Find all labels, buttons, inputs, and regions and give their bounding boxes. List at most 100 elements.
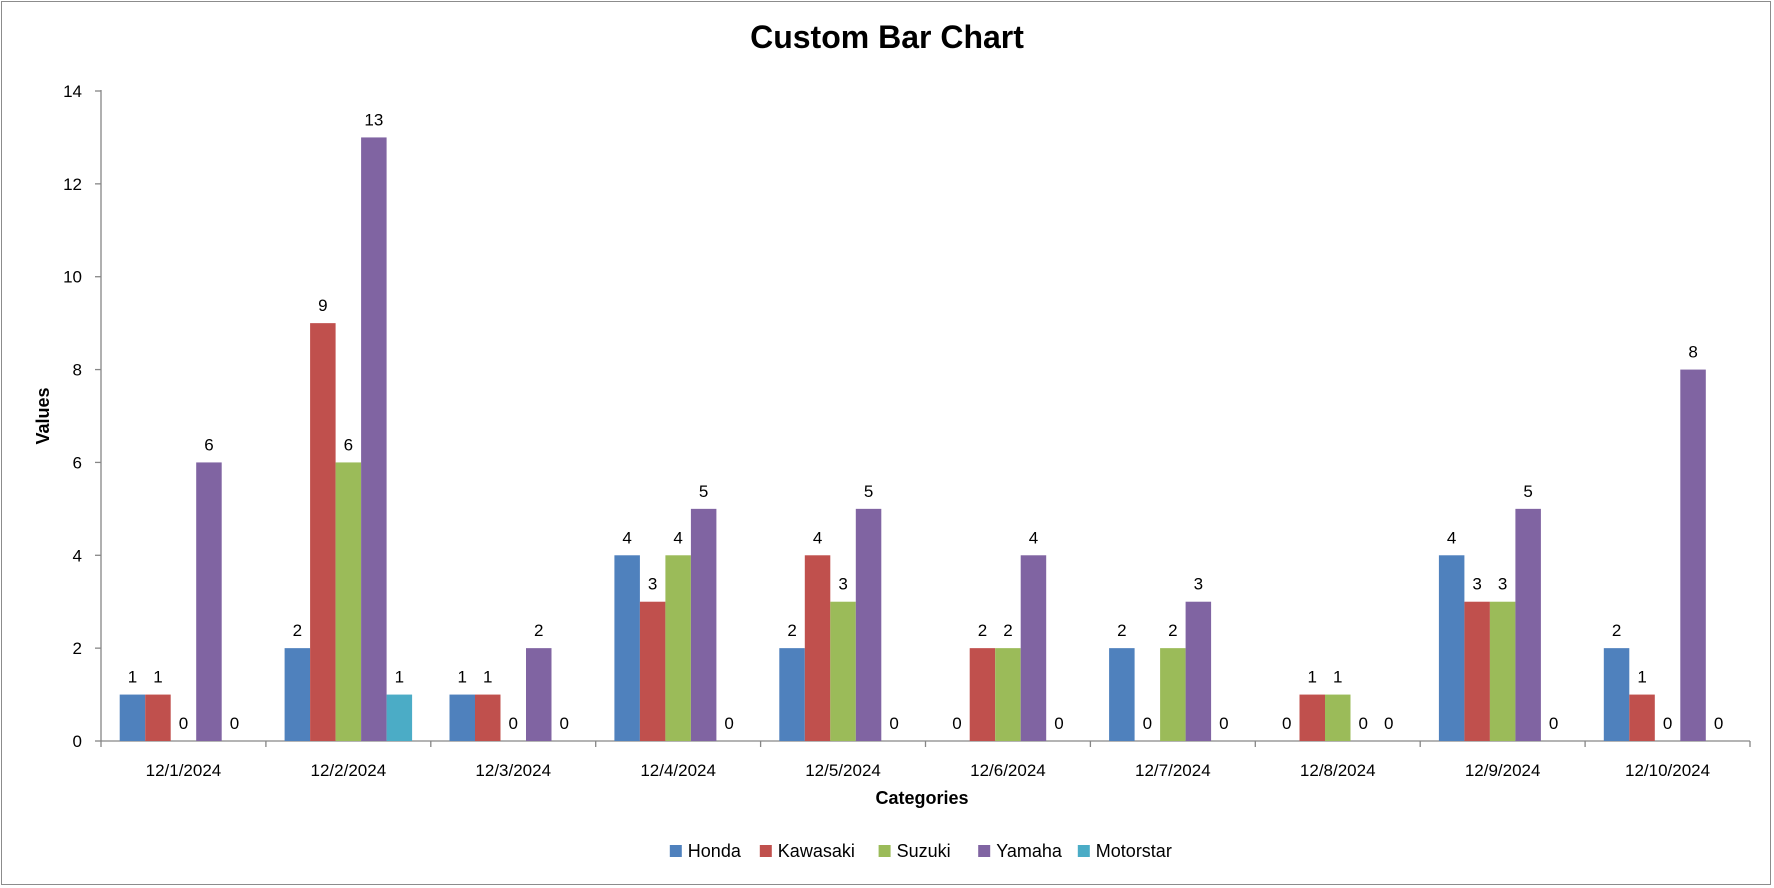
x-tick-label: 12/9/2024	[1465, 761, 1541, 780]
data-label: 4	[1029, 528, 1038, 547]
legend-swatch	[878, 845, 891, 857]
x-tick-label: 12/1/2024	[146, 761, 222, 780]
bar	[526, 648, 552, 741]
legend: Honda Kawasaki Suzuki Yamaha Motorstar	[669, 841, 1172, 861]
data-label: 5	[864, 482, 873, 501]
data-label: 1	[1308, 668, 1317, 687]
data-label: 0	[1663, 714, 1672, 733]
bar	[1515, 508, 1541, 741]
y-tick-label: 2	[73, 639, 82, 658]
data-label: 2	[1003, 621, 1012, 640]
data-label: 9	[318, 296, 327, 315]
bar	[1160, 648, 1186, 741]
data-label: 1	[128, 668, 137, 687]
data-label: 0	[724, 714, 733, 733]
y-tick-label: 12	[63, 175, 82, 194]
bar	[145, 694, 171, 741]
x-tick-label: 12/10/2024	[1625, 761, 1710, 780]
x-tick-label: 12/8/2024	[1300, 761, 1376, 780]
legend-label: Suzuki	[897, 841, 951, 861]
data-label: 1	[1637, 668, 1646, 687]
legend-label: Yamaha	[996, 841, 1063, 861]
data-label: 8	[1688, 343, 1697, 362]
data-label: 1	[153, 668, 162, 687]
bar	[361, 137, 387, 741]
y-tick-label: 10	[63, 268, 82, 287]
data-label: 1	[483, 668, 492, 687]
data-label: 2	[978, 621, 987, 640]
data-label: 0	[1054, 714, 1063, 733]
data-label: 3	[648, 575, 657, 594]
data-label: 0	[1219, 714, 1228, 733]
y-tick-label: 6	[73, 453, 82, 472]
bar	[475, 694, 501, 741]
data-label: 1	[1333, 668, 1342, 687]
legend-swatch	[759, 845, 772, 857]
data-label: 0	[1384, 714, 1393, 733]
bar	[830, 601, 856, 741]
y-tick-label: 4	[73, 546, 82, 565]
bar	[614, 555, 640, 741]
bar	[1629, 694, 1655, 741]
data-label: 3	[1194, 575, 1203, 594]
bar	[386, 694, 413, 741]
bar	[119, 694, 146, 741]
data-label: 6	[204, 435, 213, 454]
bar	[1438, 555, 1465, 741]
data-label: 0	[1359, 714, 1368, 733]
bar	[1464, 601, 1490, 741]
x-tick-label: 12/7/2024	[1135, 761, 1211, 780]
bar	[1299, 694, 1325, 741]
data-label: 6	[344, 435, 353, 454]
data-label: 2	[1168, 621, 1177, 640]
bar	[335, 462, 362, 741]
bar	[1680, 369, 1706, 741]
data-label: 3	[838, 575, 847, 594]
data-label: 2	[1117, 621, 1126, 640]
data-label: 4	[1447, 528, 1456, 547]
y-tick-label: 8	[73, 361, 82, 380]
data-label: 0	[230, 714, 239, 733]
bar	[196, 462, 222, 741]
bar	[1325, 694, 1351, 741]
data-label: 2	[534, 621, 543, 640]
data-label: 13	[364, 110, 383, 129]
data-label: 2	[1612, 621, 1621, 640]
data-label: 4	[622, 528, 631, 547]
data-label: 1	[395, 668, 404, 687]
data-label: 3	[1472, 575, 1481, 594]
data-label: 1	[458, 668, 467, 687]
data-label: 0	[1143, 714, 1152, 733]
x-tick-label: 12/4/2024	[640, 761, 716, 780]
bar	[1603, 648, 1630, 741]
x-axis-title: Categories	[875, 788, 968, 808]
data-label: 4	[813, 528, 822, 547]
legend-swatch	[978, 845, 991, 857]
data-label: 5	[1523, 482, 1532, 501]
legend-swatch	[1077, 845, 1090, 857]
data-label: 0	[889, 714, 898, 733]
bar	[804, 555, 831, 741]
data-label: 0	[1549, 714, 1558, 733]
data-label: 3	[1498, 575, 1507, 594]
bar	[284, 648, 311, 741]
bar	[690, 508, 717, 741]
legend-label: Honda	[688, 841, 742, 861]
data-label: 0	[1714, 714, 1723, 733]
x-tick-label: 12/3/2024	[475, 761, 551, 780]
data-label: 0	[509, 714, 518, 733]
legend-label: Motorstar	[1096, 841, 1172, 861]
bar	[1185, 601, 1212, 741]
bar	[969, 648, 996, 741]
data-label: 2	[293, 621, 302, 640]
chart-title: Custom Bar Chart	[750, 19, 1024, 55]
bar	[449, 694, 475, 741]
bar	[310, 323, 336, 741]
bar	[1020, 555, 1047, 741]
bar	[779, 648, 805, 741]
x-tick-label: 12/2/2024	[311, 761, 387, 780]
bar	[855, 508, 882, 741]
